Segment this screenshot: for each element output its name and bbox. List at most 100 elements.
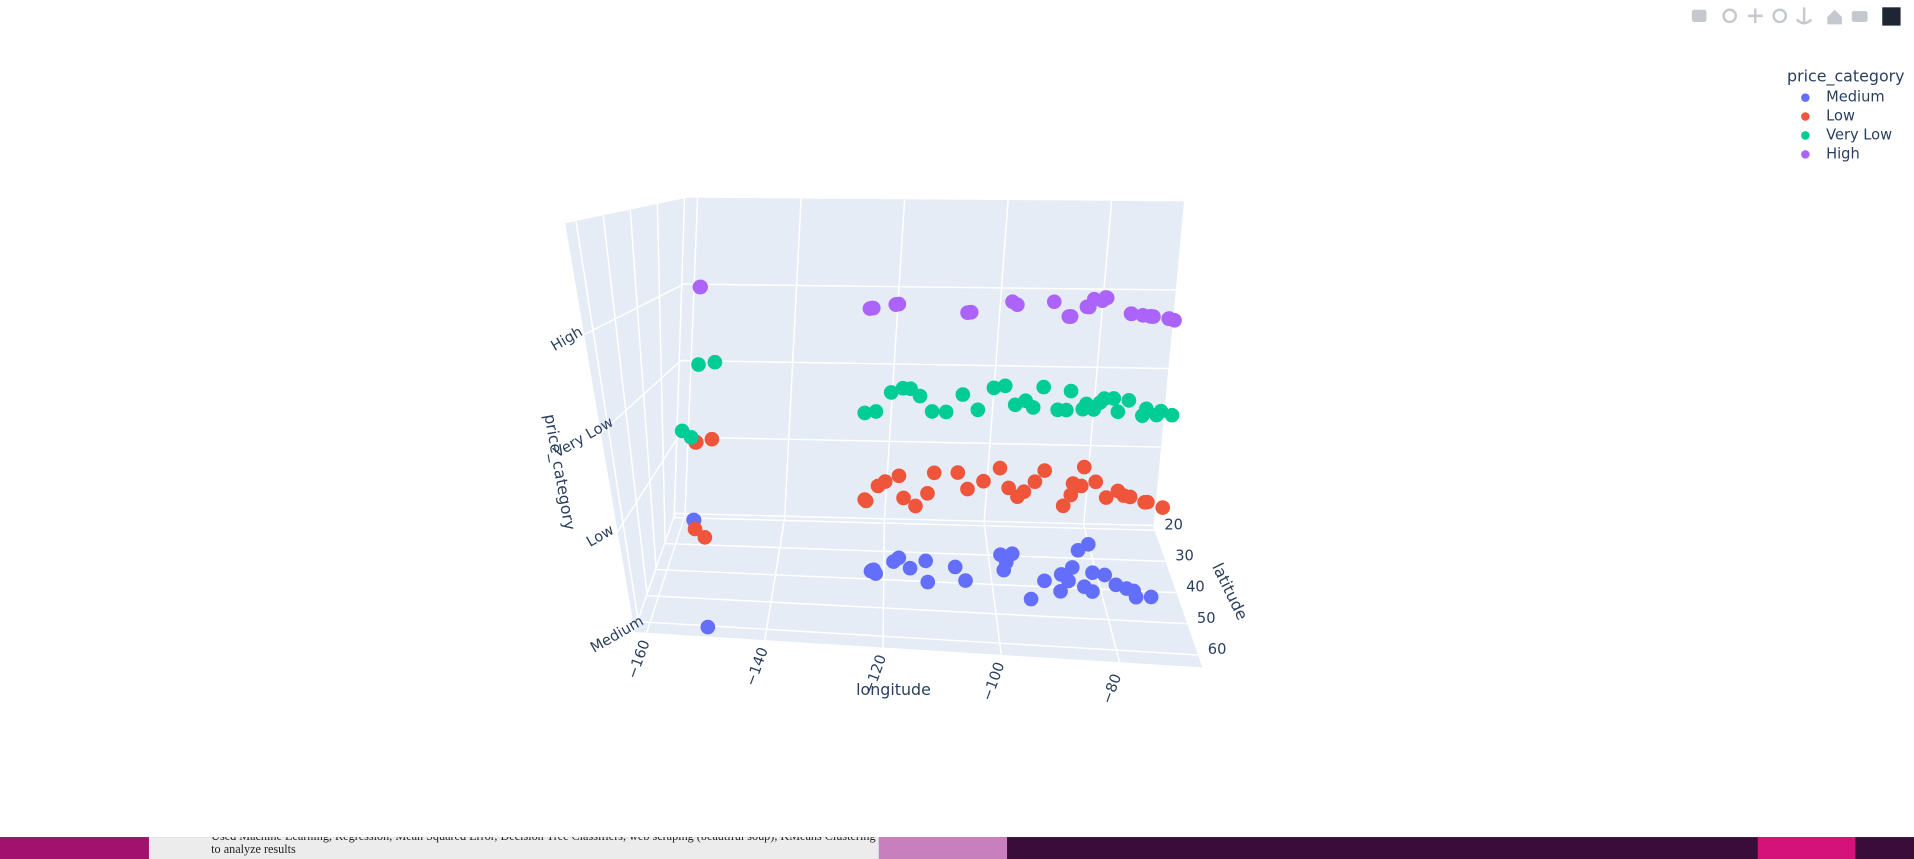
x-grid-line: [883, 199, 906, 521]
data-point: [976, 473, 991, 489]
legend-marker[interactable]: [1801, 93, 1810, 102]
y-grid-line: [638, 620, 1199, 656]
y-grid-line: [674, 516, 1155, 531]
data-point: [997, 378, 1013, 394]
data-point: [950, 465, 966, 480]
data-point: [986, 380, 1002, 396]
z-grid-line: [633, 513, 676, 631]
data-point: [1046, 294, 1062, 310]
data-point: [1037, 463, 1053, 478]
y-tick-label: 30: [1175, 548, 1194, 565]
data-point: [865, 300, 881, 316]
data-point: [1025, 400, 1041, 415]
plotly-logo[interactable]: [1882, 7, 1901, 26]
data-point: [1128, 589, 1144, 605]
zoom-button[interactable]: [1722, 8, 1738, 24]
y-tick-label: 40: [1186, 579, 1205, 596]
data-point: [1063, 383, 1079, 399]
data-point: [891, 550, 907, 566]
legend-marker[interactable]: [1801, 131, 1810, 140]
y-grid-line: [629, 209, 657, 570]
data-point: [1036, 379, 1052, 395]
data-point: [877, 474, 893, 489]
x-grid-line: [983, 199, 1009, 523]
data-point: [868, 404, 884, 419]
camera-reset-button[interactable]: [1851, 10, 1868, 22]
data-point: [938, 404, 954, 420]
y-grid-line: [602, 215, 649, 596]
camera-button[interactable]: [1691, 9, 1707, 22]
data-point: [1063, 487, 1079, 503]
z-grid-line: [678, 436, 1162, 448]
x-grid-line: [684, 197, 699, 516]
data-point: [902, 560, 918, 576]
z-grid-line: [675, 512, 1154, 527]
data-point: [1088, 474, 1104, 490]
data-point: [920, 485, 935, 501]
x-grid-line: [764, 517, 786, 641]
y-grid-line: [673, 198, 686, 518]
data-point: [697, 530, 713, 545]
data-point: [1153, 403, 1169, 419]
data-point: [1004, 546, 1020, 561]
turntable-button[interactable]: [1795, 7, 1813, 25]
x-grid-line: [882, 520, 886, 648]
pan-button[interactable]: [1747, 8, 1763, 24]
data-point: [868, 566, 884, 581]
x-axis-title: longitude: [856, 680, 931, 699]
y-tick-label: 60: [1208, 641, 1227, 658]
data-point: [1085, 584, 1100, 599]
data-point: [1097, 567, 1113, 583]
data-point: [1122, 489, 1138, 505]
legend-label[interactable]: Very Low: [1826, 126, 1892, 143]
data-point: [704, 431, 720, 447]
y-grid-line: [665, 542, 1166, 563]
orbit-button[interactable]: [1772, 8, 1788, 24]
data-point: [1055, 498, 1071, 514]
data-point: [912, 388, 928, 404]
data-point: [1073, 478, 1089, 494]
data-point: [908, 498, 923, 514]
wallpaper-flower: [1757, 837, 1856, 859]
data-point: [1121, 393, 1137, 408]
y-grid-line: [647, 594, 1188, 625]
legend-label[interactable]: Medium: [1826, 89, 1884, 106]
data-point: [1110, 404, 1126, 420]
y-grid-line: [656, 203, 666, 544]
data-point: [920, 574, 936, 590]
data-point: [1037, 573, 1052, 589]
data-point: [1070, 542, 1086, 558]
data-point: [891, 296, 907, 312]
data-point: [1164, 407, 1180, 423]
data-point: [1085, 565, 1100, 581]
data-point: [992, 460, 1008, 476]
z-grid-line: [680, 359, 1169, 370]
data-point: [1076, 459, 1092, 475]
wallpaper-mid: [878, 837, 1008, 859]
legend-label[interactable]: High: [1826, 145, 1860, 162]
data-point: [692, 279, 708, 295]
legend-marker[interactable]: [1801, 150, 1810, 159]
y-grid-line: [575, 220, 640, 622]
data-point: [691, 357, 706, 372]
data-point: [1063, 309, 1079, 324]
data-point: [918, 553, 934, 569]
data-point: [1061, 573, 1076, 589]
data-point: [926, 465, 942, 481]
data-point: [963, 304, 979, 320]
legend-label[interactable]: Low: [1826, 108, 1855, 125]
legend-marker[interactable]: [1801, 112, 1810, 121]
data-point: [1023, 591, 1039, 607]
data-point: [857, 405, 873, 421]
legend-title: price_category: [1787, 66, 1905, 86]
data-point: [700, 619, 716, 635]
home-button[interactable]: [1827, 9, 1842, 25]
data-point: [1058, 402, 1074, 418]
data-point: [958, 573, 973, 588]
data-point: [896, 490, 911, 506]
data-point: [970, 402, 986, 418]
z-grid-line: [583, 283, 685, 336]
